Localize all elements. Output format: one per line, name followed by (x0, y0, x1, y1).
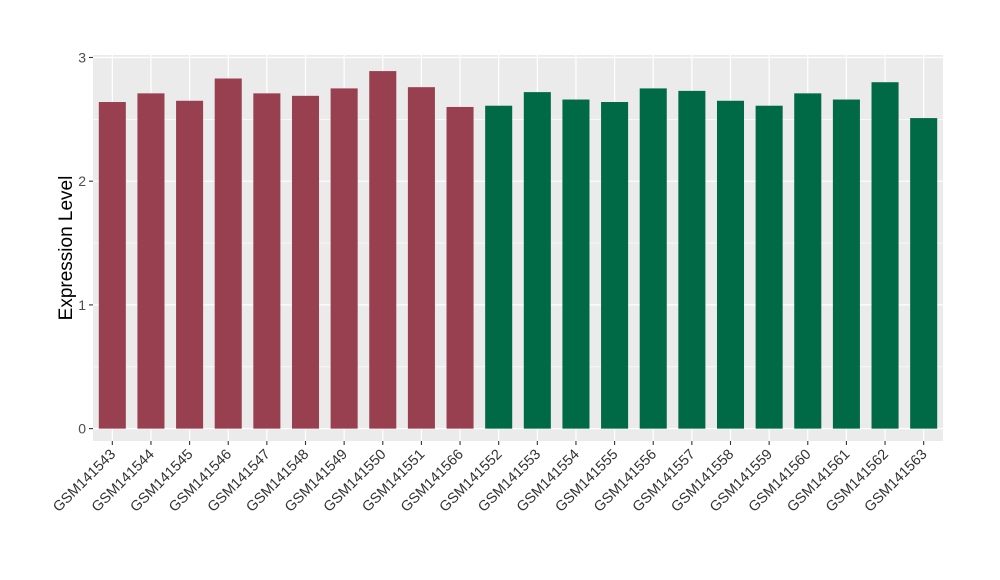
bar-GSM141566 (446, 106, 474, 429)
bar-GSM141549 (330, 88, 358, 429)
bar-GSM141554 (562, 99, 590, 429)
bar-GSM141555 (601, 102, 629, 429)
bar-GSM141546 (214, 78, 242, 429)
bar-GSM141558 (716, 100, 745, 429)
bar-GSM141553 (523, 92, 551, 429)
y-axis-title: Expression Level (56, 176, 77, 321)
bar-GSM141548 (291, 95, 320, 429)
x-axis: GSM141543GSM141544GSM141545GSM141546GSM1… (50, 441, 931, 515)
y-tick-label: 1 (78, 297, 86, 313)
bar-GSM141559 (755, 105, 783, 429)
bar-GSM141543 (98, 102, 126, 429)
bar-GSM141544 (137, 93, 165, 429)
bar-GSM141545 (176, 100, 204, 429)
bar-GSM141563 (910, 118, 938, 429)
bar-GSM141552 (485, 105, 513, 429)
bar-GSM141550 (369, 71, 397, 429)
y-axis: 0 1 2 3 (78, 49, 93, 437)
bar-GSM141557 (678, 90, 706, 429)
bar-GSM141551 (407, 87, 435, 429)
y-tick-label: 3 (78, 49, 86, 65)
bar-GSM141560 (794, 93, 822, 429)
bars (98, 71, 938, 429)
bar-GSM141547 (253, 93, 281, 429)
y-tick-label: 2 (78, 173, 86, 189)
bar-GSM141556 (639, 88, 667, 429)
bar-GSM141562 (871, 82, 899, 429)
bar-GSM141561 (832, 99, 860, 429)
y-tick-label: 0 (78, 421, 86, 437)
